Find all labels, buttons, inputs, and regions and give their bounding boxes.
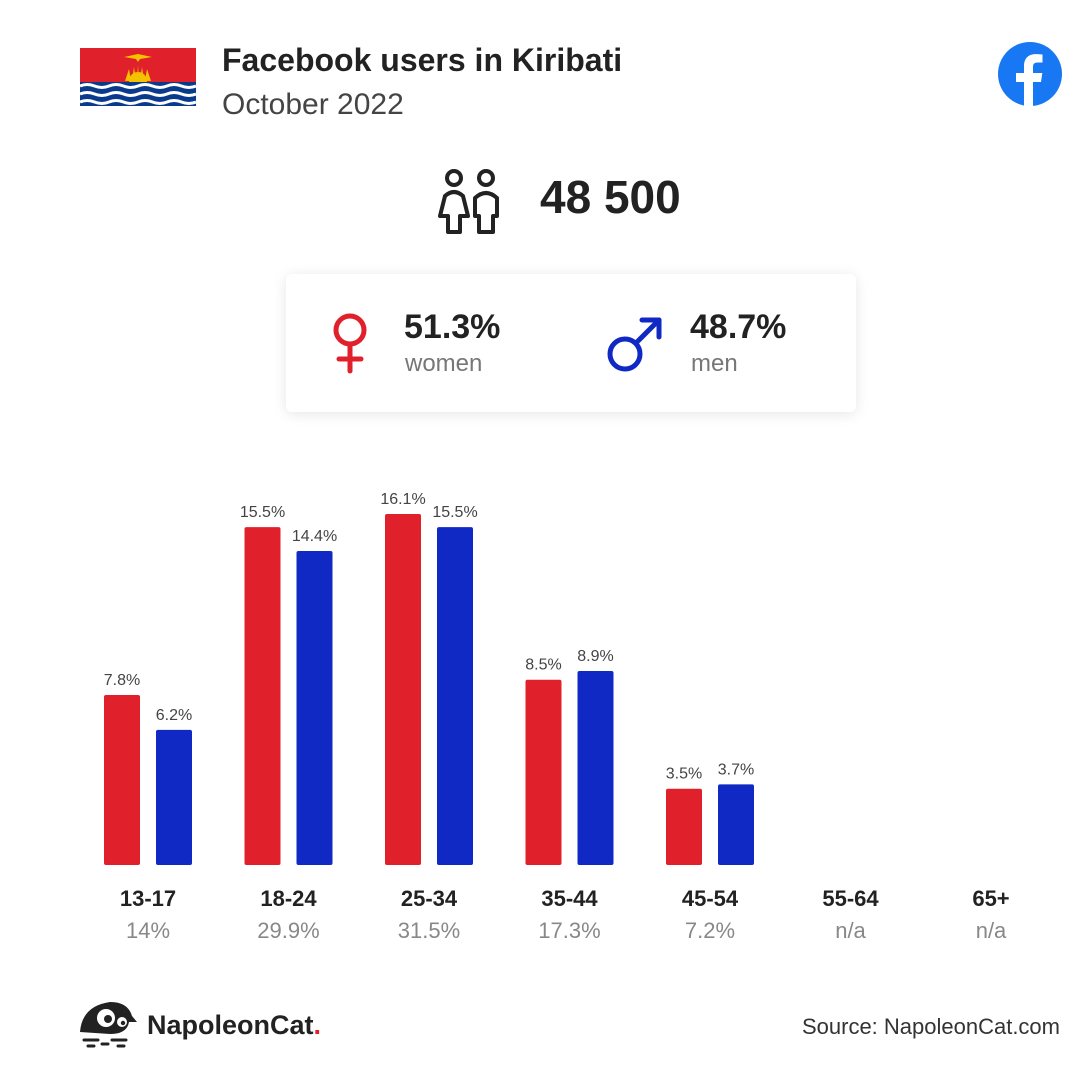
male-icon [606,316,664,374]
category-total-label: 31.5% [398,918,460,943]
kiribati-flag [80,48,196,106]
category-total-label: 14% [126,918,170,943]
source-note: Source: NapoleonCat.com [801,1014,1060,1039]
brand-name: NapoleonCat. [147,1010,321,1041]
category-label: 65+ [972,886,1009,911]
category-total-label: n/a [976,918,1007,943]
bar-value-label: 8.5% [525,657,561,674]
female-icon [330,312,370,374]
bar-men-13-17 [156,729,192,865]
age-gender-bar-chart: 7.8% 6.2% 13-17 14% 15.5% 14.4% 18-24 29.9% 16.1… [104,491,1010,943]
page-subtitle: October 2022 [222,88,404,121]
category-label: 25-34 [401,886,458,911]
page-title: Facebook users in Kiribati [222,42,623,78]
bar-men-18-24 [296,551,333,865]
bar-men-25-34 [437,527,473,865]
brand-text: NapoleonCat [147,1010,314,1040]
napoleoncat-logo-icon [78,1000,138,1052]
gender-split-card: 51.3% women 48.7% men [286,274,856,412]
category-total-label: 7.2% [685,918,735,943]
bar-women-25-34 [385,514,421,865]
bar-women-18-24 [244,527,281,865]
bar-value-label: 14.4% [292,528,337,545]
bar-women-13-17 [104,694,140,865]
bar-value-label: 15.5% [432,504,477,521]
bar-women-45-54 [666,788,702,865]
women-percentage: 51.3% [404,308,501,346]
people-icon [436,168,506,236]
category-label: 18-24 [260,886,317,911]
brand-dot: . [313,1010,322,1040]
facebook-icon [998,42,1062,106]
bar-value-label: 3.7% [718,761,754,778]
bar-men-45-54 [718,784,754,865]
bar-value-label: 16.1% [380,491,425,508]
women-label: women [405,350,483,377]
category-label: 55-64 [822,886,879,911]
category-total-label: 29.9% [257,918,319,943]
bar-women-35-44 [525,679,562,865]
bar-value-label: 3.5% [666,766,702,783]
bar-value-label: 7.8% [104,672,140,689]
men-label: men [691,350,738,377]
men-percentage: 48.7% [690,308,787,346]
category-label: 13-17 [120,886,176,911]
total-users: 48 500 [540,171,681,223]
bar-value-label: 8.9% [577,648,613,665]
category-total-label: 17.3% [538,918,600,943]
bar-value-label: 6.2% [156,707,192,724]
category-total-label: n/a [835,918,866,943]
bar-men-35-44 [577,670,614,865]
category-label: 35-44 [541,886,598,911]
bar-value-label: 15.5% [240,504,285,521]
category-label: 45-54 [682,886,739,911]
